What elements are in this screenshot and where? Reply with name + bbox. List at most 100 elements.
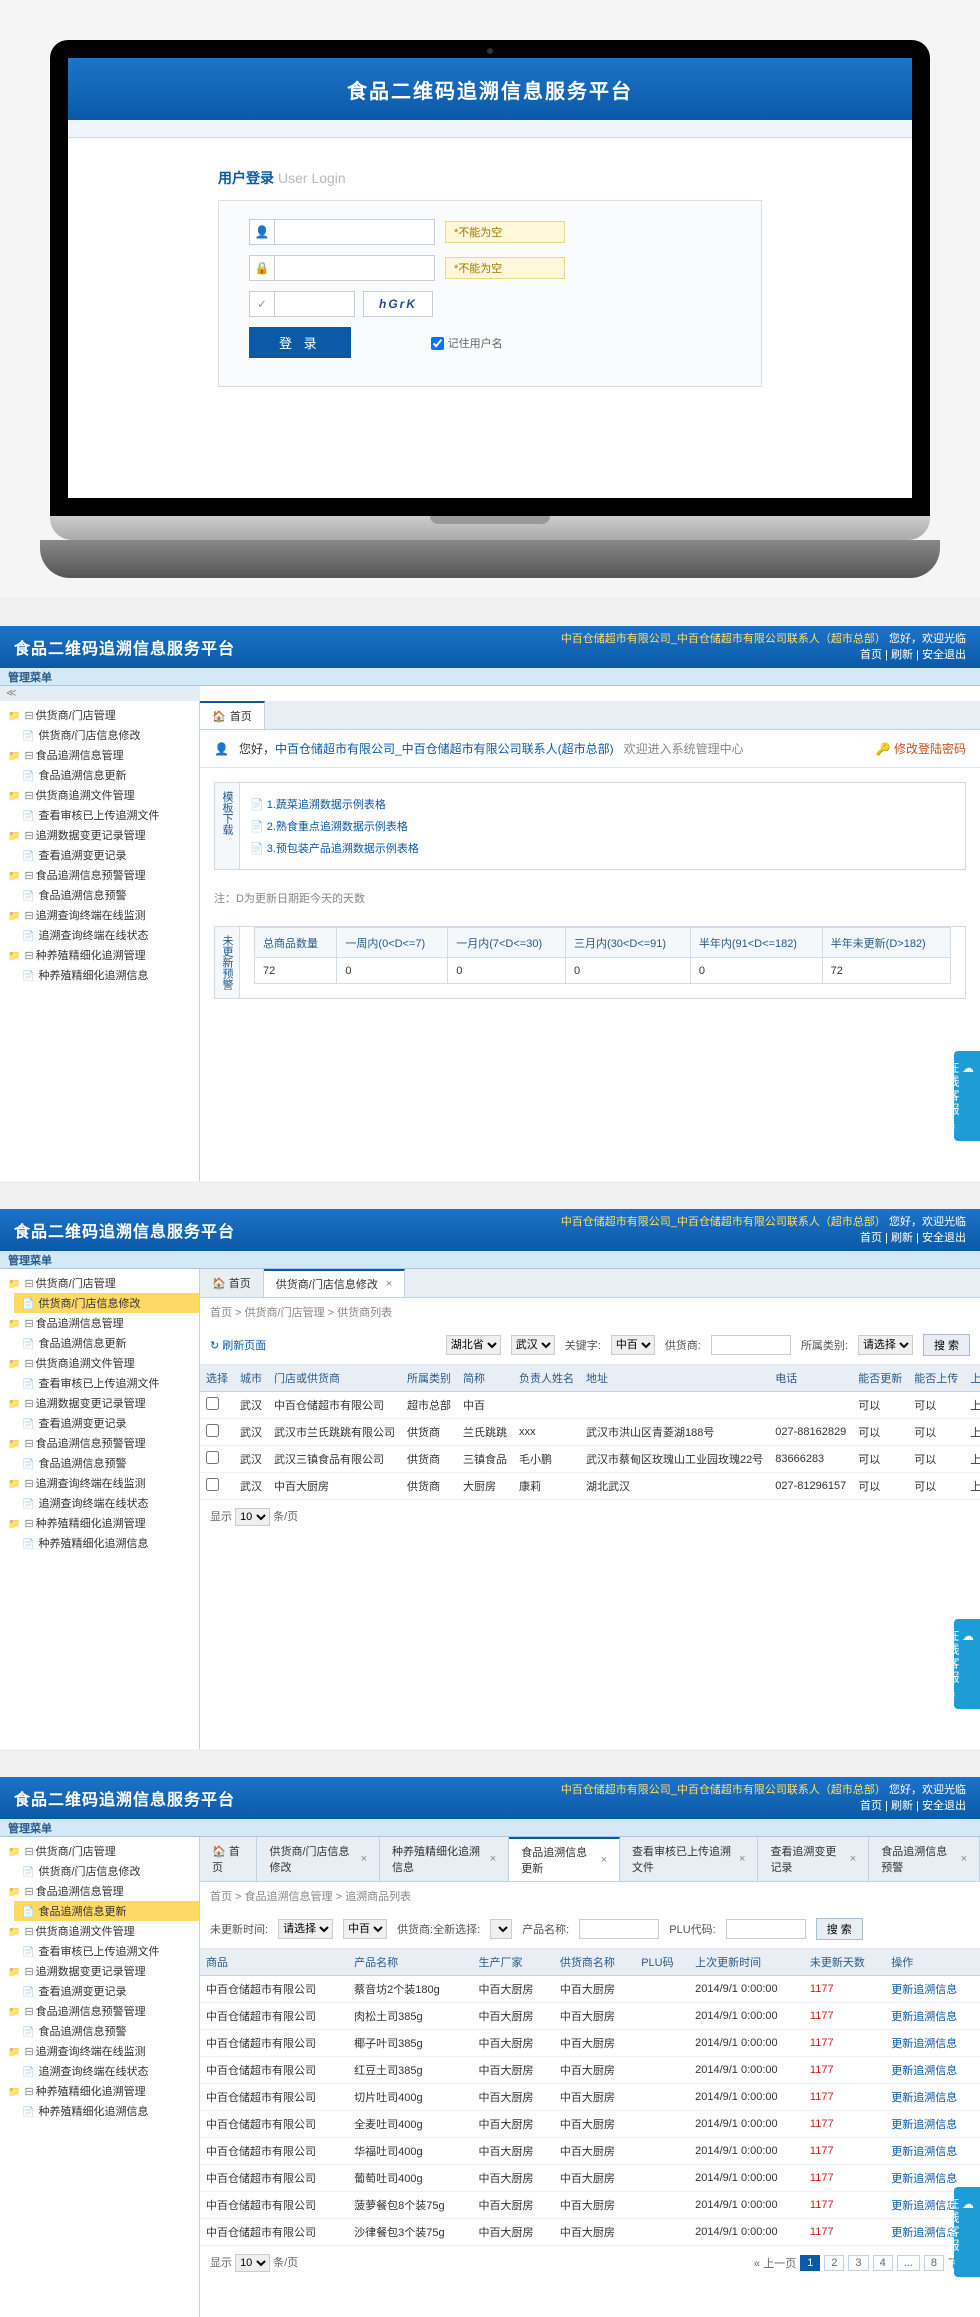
sidebar-item[interactable]: 种养殖精细化追溯信息 <box>14 1533 199 1553</box>
tab[interactable]: 查看追溯变更记录× <box>758 1837 869 1881</box>
sidebar-item[interactable]: 种养殖精细化追溯信息 <box>14 2101 199 2121</box>
filter-keyword[interactable]: 中百 <box>611 1335 655 1355</box>
remember-checkbox[interactable]: 记住用户名 <box>431 335 503 351</box>
captcha-input[interactable] <box>275 291 355 317</box>
row-checkbox[interactable] <box>206 1451 219 1464</box>
search-button[interactable]: 搜 索 <box>923 1334 970 1356</box>
sidebar-item[interactable]: 种养殖精细化追溯信息 <box>14 965 199 985</box>
close-icon[interactable]: × <box>361 1853 367 1865</box>
tab[interactable]: 食品追溯信息更新× <box>509 1837 620 1881</box>
sidebar-item[interactable]: 食品追溯信息预警 <box>14 1453 199 1473</box>
action-link[interactable]: 更新追溯信息 <box>891 2011 957 2023</box>
filter-city[interactable]: 武汉 <box>511 1335 555 1355</box>
row-checkbox[interactable] <box>206 1478 219 1491</box>
page-number[interactable]: 1 <box>800 2255 820 2271</box>
change-password-link[interactable]: 🔑 修改登陆密码 <box>876 740 966 757</box>
sidebar-folder[interactable]: ⊟供货商/门店管理 <box>0 1273 199 1293</box>
sidebar-folder[interactable]: ⊟供货商/门店管理 <box>0 1841 199 1861</box>
sidebar-folder[interactable]: ⊟种养殖精细化追溯管理 <box>0 2081 199 2101</box>
sidebar-item[interactable]: 查看审核已上传追溯文件 <box>14 805 199 825</box>
close-icon[interactable]: × <box>850 1853 856 1865</box>
sidebar-folder[interactable]: ⊟种养殖精细化追溯管理 <box>0 945 199 965</box>
sidebar-item[interactable]: 查看审核已上传追溯文件 <box>14 1373 199 1393</box>
sidebar-folder[interactable]: ⊟供货商追溯文件管理 <box>0 785 199 805</box>
sidebar-item[interactable]: 食品追溯信息更新 <box>14 765 199 785</box>
action-link[interactable]: 更新追溯信息 <box>891 1984 957 1996</box>
row-checkbox[interactable] <box>206 1424 219 1437</box>
sidebar-item[interactable]: 追溯查询终端在线状态 <box>14 925 199 945</box>
header-links[interactable]: 首页 | 刷新 | 安全退出 <box>860 649 966 661</box>
action-link[interactable]: 更新追溯信息 <box>891 2065 957 2077</box>
page-number[interactable]: 2 <box>824 2255 844 2271</box>
action-link[interactable]: 更新追溯信息 <box>891 2173 957 2185</box>
password-input[interactable] <box>275 255 435 281</box>
sidebar-item[interactable]: 食品追溯信息预警 <box>14 885 199 905</box>
sidebar-folder[interactable]: ⊟追溯数据变更记录管理 <box>0 1393 199 1413</box>
sidebar-folder[interactable]: ⊟追溯查询终端在线监测 <box>0 905 199 925</box>
row-checkbox[interactable] <box>206 1397 219 1410</box>
sidebar-folder[interactable]: ⊟供货商追溯文件管理 <box>0 1353 199 1373</box>
sidebar-item[interactable]: 追溯查询终端在线状态 <box>14 2061 199 2081</box>
filter-province[interactable]: 湖北省 <box>446 1335 501 1355</box>
close-icon[interactable]: × <box>490 1853 496 1865</box>
tab[interactable]: 供货商/门店信息修改× <box>257 1837 380 1881</box>
tab[interactable]: 🏠 首页 <box>200 1837 257 1881</box>
download-link[interactable]: 📄 3.预包装产品追溯数据示例表格 <box>250 837 419 859</box>
action-link[interactable]: 更新追溯信息 <box>891 2038 957 2050</box>
sidebar-item[interactable]: 追溯查询终端在线状态 <box>14 1493 199 1513</box>
tab[interactable]: 种养殖精细化追溯信息× <box>380 1837 509 1881</box>
action-link[interactable]: 更新追溯信息 <box>891 2119 957 2131</box>
sidebar-item[interactable]: 查看追溯变更记录 <box>14 845 199 865</box>
tab-home[interactable]: 🏠 首页 <box>200 701 265 729</box>
sidebar-item[interactable]: 食品追溯信息预警 <box>14 2021 199 2041</box>
username-input[interactable] <box>275 219 435 245</box>
sidebar-folder[interactable]: ⊟种养殖精细化追溯管理 <box>0 1513 199 1533</box>
close-icon[interactable]: × <box>386 1278 392 1290</box>
sidebar-folder[interactable]: ⊟食品追溯信息管理 <box>0 1881 199 1901</box>
online-service[interactable]: 在线客服 « <box>954 1051 980 1141</box>
action-link[interactable]: 更新追溯信息 <box>891 2146 957 2158</box>
action-link[interactable]: 更新追溯信息 <box>891 2227 957 2239</box>
sidebar-item[interactable]: 查看追溯变更记录 <box>14 1981 199 2001</box>
search-button[interactable]: 搜 索 <box>816 1918 863 1940</box>
close-icon[interactable]: × <box>739 1853 745 1865</box>
sidebar-folder[interactable]: ⊟供货商/门店管理 <box>0 705 199 725</box>
close-icon[interactable]: × <box>601 1854 607 1866</box>
sidebar-item[interactable]: 食品追溯信息更新 <box>14 1333 199 1353</box>
page-number[interactable]: ... <box>897 2255 920 2271</box>
tab[interactable]: 食品追溯信息预警× <box>869 1837 980 1881</box>
download-link[interactable]: 📄 2.熟食重点追溯数据示例表格 <box>250 815 419 837</box>
tab[interactable]: 供货商/门店信息修改× <box>264 1269 406 1297</box>
sidebar-item[interactable]: 查看审核已上传追溯文件 <box>14 1941 199 1961</box>
sidebar-folder[interactable]: ⊟追溯查询终端在线监测 <box>0 1473 199 1493</box>
page-number[interactable]: 3 <box>848 2255 868 2271</box>
sidebar-folder[interactable]: ⊟追溯查询终端在线监测 <box>0 2041 199 2061</box>
filter-category[interactable]: 请选择 <box>858 1335 913 1355</box>
download-link[interactable]: 📄 1.蔬菜追溯数据示例表格 <box>250 793 419 815</box>
tab[interactable]: 查看审核已上传追溯文件× <box>620 1837 758 1881</box>
action-link[interactable]: 更新追溯信息 <box>891 2092 957 2104</box>
sidebar-folder[interactable]: ⊟追溯数据变更记录管理 <box>0 1961 199 1981</box>
page-number[interactable]: 4 <box>873 2255 893 2271</box>
sidebar-item[interactable]: 供货商/门店信息修改 <box>14 725 199 745</box>
sidebar-item[interactable]: 供货商/门店信息修改 <box>14 1861 199 1881</box>
sidebar-folder[interactable]: ⊟食品追溯信息预警管理 <box>0 1433 199 1453</box>
sidebar-item[interactable]: 查看追溯变更记录 <box>14 1413 199 1433</box>
page-number[interactable]: 8 <box>924 2255 944 2271</box>
close-icon[interactable]: × <box>961 1853 967 1865</box>
captcha-image[interactable]: hGrK <box>363 291 433 317</box>
sidebar-folder[interactable]: ⊟食品追溯信息预警管理 <box>0 865 199 885</box>
filter-vendor-input[interactable] <box>711 1335 791 1355</box>
sidebar-folder[interactable]: ⊟追溯数据变更记录管理 <box>0 825 199 845</box>
sidebar-item[interactable]: 供货商/门店信息修改 <box>14 1293 199 1313</box>
refresh-link[interactable]: ↻ 刷新页面 <box>210 1337 266 1353</box>
breadcrumb: 首页 > 供货商/门店管理 > 供货商列表 <box>200 1298 980 1326</box>
sidebar-item[interactable]: 食品追溯信息更新 <box>14 1901 199 1921</box>
sidebar-folder[interactable]: ⊟供货商追溯文件管理 <box>0 1921 199 1941</box>
action-link[interactable]: 更新追溯信息 <box>891 2200 957 2212</box>
sidebar-folder[interactable]: ⊟食品追溯信息预警管理 <box>0 2001 199 2021</box>
tab[interactable]: 🏠 首页 <box>200 1269 264 1297</box>
sidebar-folder[interactable]: ⊟食品追溯信息管理 <box>0 745 199 765</box>
sidebar-folder[interactable]: ⊟食品追溯信息管理 <box>0 1313 199 1333</box>
login-button[interactable]: 登 录 <box>249 327 351 358</box>
